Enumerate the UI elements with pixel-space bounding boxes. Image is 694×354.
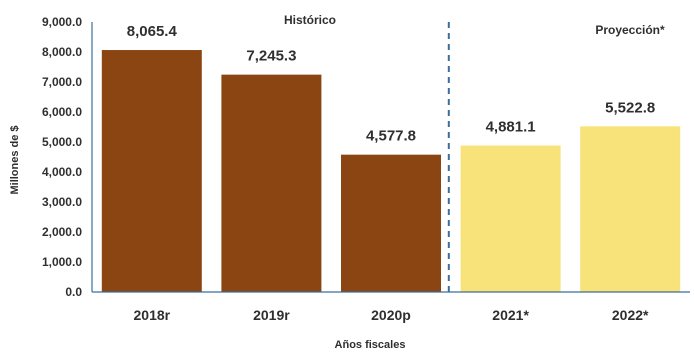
bar-2019r (221, 74, 322, 293)
y-tick-label: 6,000.0 (42, 105, 82, 119)
x-tick-label: 2018r (134, 307, 171, 323)
y-tick-label: 9,000.0 (42, 15, 82, 29)
bars (101, 50, 681, 293)
x-tick-label: 2021* (492, 307, 529, 323)
y-tick-label: 7,000.0 (42, 75, 82, 89)
value-label: 8,065.4 (127, 23, 178, 40)
y-tick-label: 3,000.0 (42, 195, 82, 209)
value-label: 4,577.8 (366, 128, 416, 145)
bar-2018r (101, 50, 202, 293)
x-tick-label: 2022* (612, 307, 649, 323)
value-labels: 8,065.4 7,245.3 4,577.8 4,881.1 5,522.8 (127, 23, 655, 145)
y-tick-label: 0.0 (65, 285, 82, 299)
y-tick-label: 5,000.0 (42, 135, 82, 149)
proyeccion-section-label: Proyección* (595, 23, 665, 37)
x-axis: 2018r 2019r 2020p 2021* 2022* (92, 291, 690, 323)
bar-2021 (460, 145, 561, 292)
value-label: 7,245.3 (246, 48, 296, 65)
y-axis: 0.0 1,000.0 2,000.0 3,000.0 4,000.0 5,000.0 6,… (42, 15, 93, 299)
x-axis-title: Años fiscales (335, 339, 406, 351)
x-tick-label: 2020p (371, 307, 411, 323)
y-axis-title: Millones de $ (9, 125, 21, 194)
y-tick-label: 2,000.0 (42, 225, 82, 239)
value-label: 4,881.1 (486, 119, 536, 136)
y-tick-label: 1,000.0 (42, 255, 82, 269)
bar-2022 (580, 126, 681, 292)
bar-2020p (341, 154, 441, 292)
value-label: 5,522.8 (605, 99, 655, 116)
y-tick-label: 8,000.0 (42, 45, 82, 59)
x-tick-label: 2019r (253, 307, 290, 323)
historico-section-label: Histórico (284, 13, 336, 27)
y-tick-label: 4,000.0 (42, 165, 82, 179)
